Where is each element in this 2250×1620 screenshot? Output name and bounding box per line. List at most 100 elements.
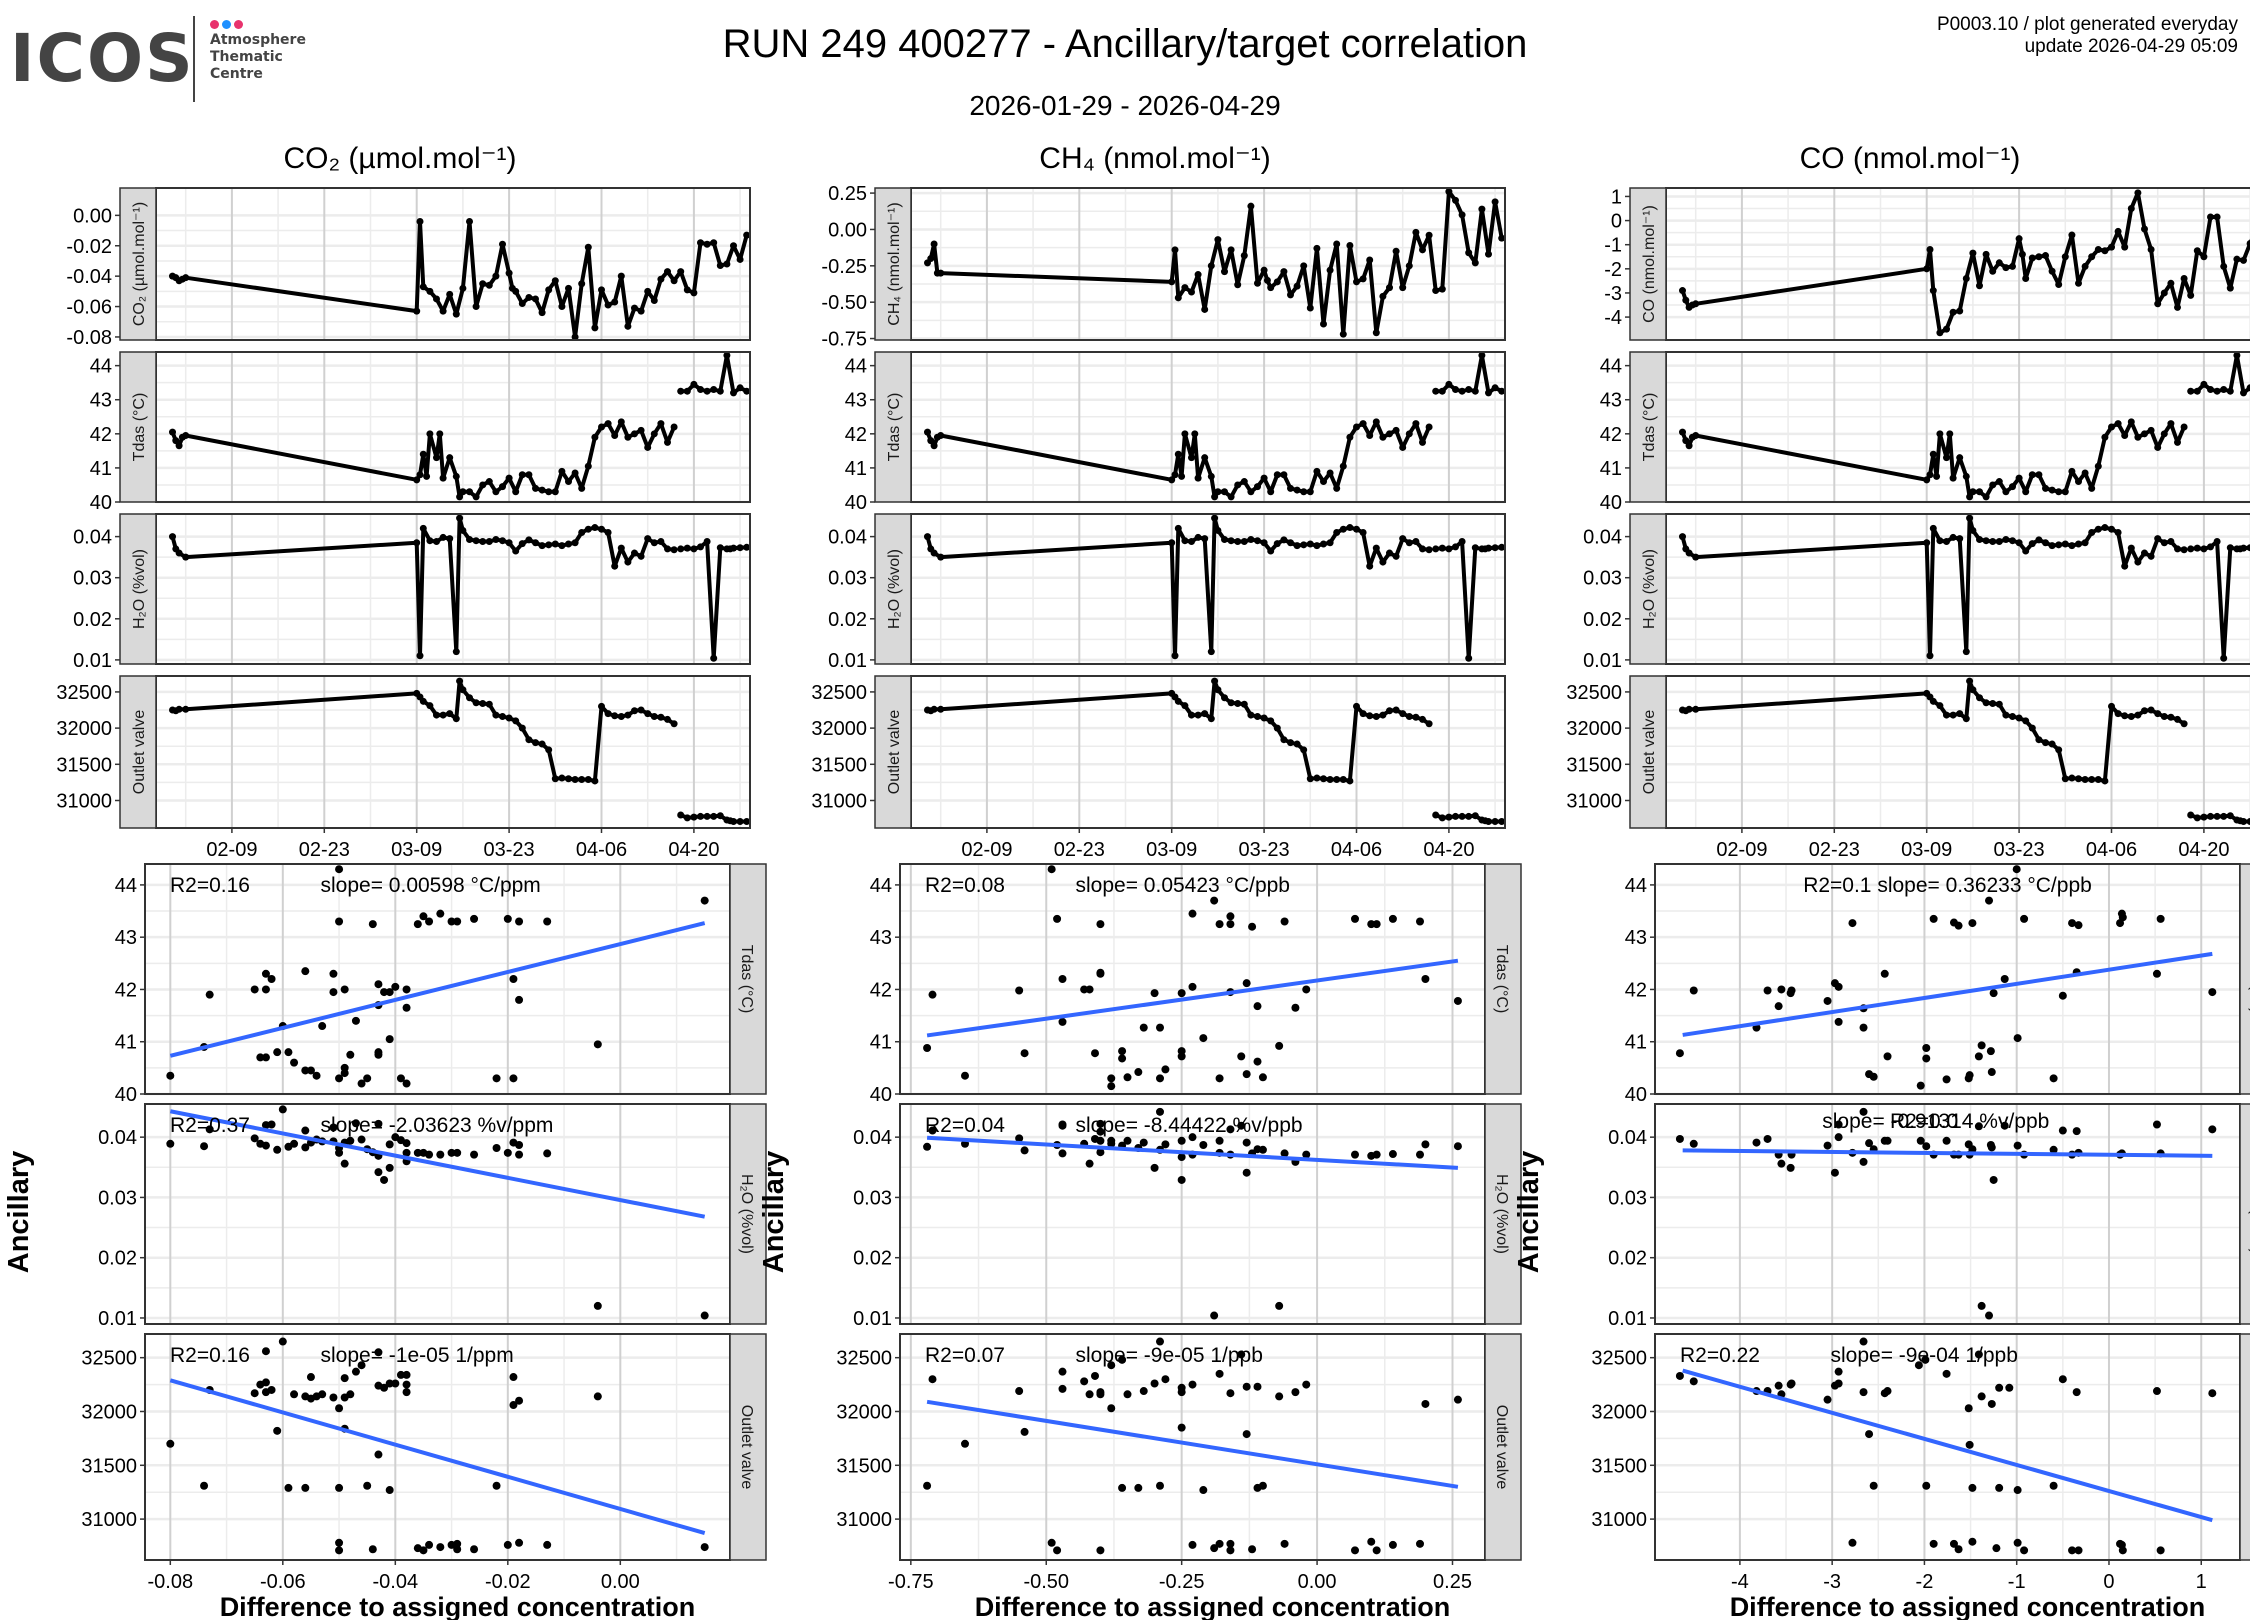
scatter-point <box>1949 1539 1958 1548</box>
series-point <box>1171 652 1179 660</box>
scatter-point <box>1248 1545 1257 1554</box>
y-tick-label: 41 <box>1625 1032 1647 1054</box>
series-point <box>525 536 533 544</box>
series-point <box>697 239 704 247</box>
series-point <box>1989 481 1997 489</box>
facet-strip-label: Tdas (°C) <box>886 393 903 462</box>
series-point <box>1929 287 1937 295</box>
scatter-point <box>1302 1380 1311 1389</box>
y-tick-label: 0.02 <box>1583 609 1622 631</box>
series-point <box>1333 528 1341 536</box>
series-point <box>2180 720 2188 728</box>
scatter-point <box>1388 1150 1397 1159</box>
scatter-point <box>368 1545 377 1554</box>
scatter-point <box>2068 919 2077 928</box>
scatter-point <box>273 1145 282 1154</box>
series-point <box>1181 537 1189 545</box>
y-tick-label: 0.02 <box>73 609 112 631</box>
scatter-point <box>436 909 445 918</box>
series-point <box>2160 289 2168 297</box>
scatter-point <box>1922 1044 1931 1052</box>
timeseries-panel: CO₂ (µmol.mol⁻¹) -0.08 -0.06 -0.04 -0.02 0.00 <box>66 187 751 349</box>
series-point <box>492 488 500 496</box>
series-point <box>1471 812 1479 820</box>
series-point <box>518 471 526 479</box>
y-tick-label: -0.08 <box>66 327 112 349</box>
series-point <box>2114 420 2122 428</box>
r2-annotation: R2=0.07 <box>925 1344 1005 1367</box>
scatter-point <box>346 1390 355 1399</box>
scatter-point <box>1777 985 1786 994</box>
y-tick-label: 31500 <box>836 1455 892 1477</box>
series-point <box>683 387 691 395</box>
series-point <box>446 454 454 462</box>
column-co: CO (nmol.mol⁻¹)CO (nmol.mol⁻¹)-4-3-2-101… <box>1513 142 2250 1620</box>
x-tick-label: -0.25 <box>1159 1571 1205 1593</box>
scatter-point <box>1226 1389 1235 1398</box>
x-tick-label: -3 <box>1823 1571 1841 1593</box>
series-point <box>512 287 520 295</box>
y-tick-label: 31000 <box>836 1509 892 1531</box>
r2-annotation: R2=0.16 <box>170 874 250 897</box>
y-tick-label: -2 <box>1604 259 1622 281</box>
facet-strip-label: Outlet valve <box>1493 1405 1510 1490</box>
scatter-point <box>363 1074 372 1083</box>
facet-strip-label: Tdas (°C) <box>738 945 755 1014</box>
series-point <box>2141 549 2148 557</box>
series-point <box>1432 387 1440 395</box>
series-point <box>1320 478 1327 486</box>
scatter-point <box>2072 1388 2081 1397</box>
series-point <box>930 240 938 248</box>
scatter-point <box>273 1048 282 1057</box>
series-point <box>532 295 539 303</box>
facet-strip-label: Tdas (°C) <box>1641 393 1658 462</box>
slope-annotation: slope= -1e-05 1/ppm <box>321 1344 514 1367</box>
scatter-point <box>1823 996 1832 1005</box>
y-tick-label: 0.04 <box>828 527 867 549</box>
timeseries-panel: Outlet valve 31000 31500 32000 32500 02-09 02-… <box>1566 675 2250 861</box>
series-point <box>1366 712 1374 720</box>
series-point <box>937 705 945 713</box>
scatter-point <box>402 985 411 994</box>
series-point <box>551 277 559 285</box>
scatter-panel-tdas: Tdas (°C) 40 41 42 43 44 R2=0.16 slope= 0.00598… <box>115 863 767 1106</box>
scatter-point <box>1199 1034 1208 1043</box>
series-point <box>2075 478 2082 486</box>
scatter-point <box>1883 1387 1892 1396</box>
series-point <box>730 544 737 552</box>
series-point <box>631 304 638 312</box>
series-point <box>1326 469 1334 477</box>
scatter-point <box>1834 1133 1843 1142</box>
series-point <box>703 538 711 546</box>
series-point <box>1465 386 1473 393</box>
facet-strip <box>874 351 912 503</box>
series-point <box>1412 228 1420 236</box>
series-point <box>930 442 938 450</box>
series-point <box>1339 776 1347 784</box>
series-point <box>1174 450 1182 458</box>
series-point <box>650 713 658 721</box>
series-point <box>2061 488 2069 496</box>
y-tick-label: 0.03 <box>73 568 112 590</box>
scatter-point <box>301 967 310 976</box>
scatter-point <box>425 1540 434 1549</box>
series-point <box>1386 549 1393 557</box>
series-point <box>743 817 751 825</box>
x-tick-label: -0.08 <box>148 1571 194 1593</box>
y-tick-label: 0.01 <box>73 650 112 672</box>
series-point <box>426 287 434 295</box>
series-point <box>545 541 553 549</box>
series-point <box>1320 775 1327 783</box>
scatter-point <box>1859 1337 1868 1346</box>
scatter-point <box>1161 1065 1170 1074</box>
scatter-point <box>1226 1539 1235 1548</box>
series-point <box>2180 274 2188 282</box>
series-point <box>182 705 190 713</box>
series-point <box>1966 514 1974 522</box>
series-point <box>2246 817 2250 825</box>
scatter-point <box>425 917 434 926</box>
facet-strip-label: H₂O (%vol) <box>886 549 903 629</box>
series-point <box>2207 812 2214 820</box>
series-point <box>2055 541 2063 549</box>
scatter-point <box>1986 1047 1995 1056</box>
